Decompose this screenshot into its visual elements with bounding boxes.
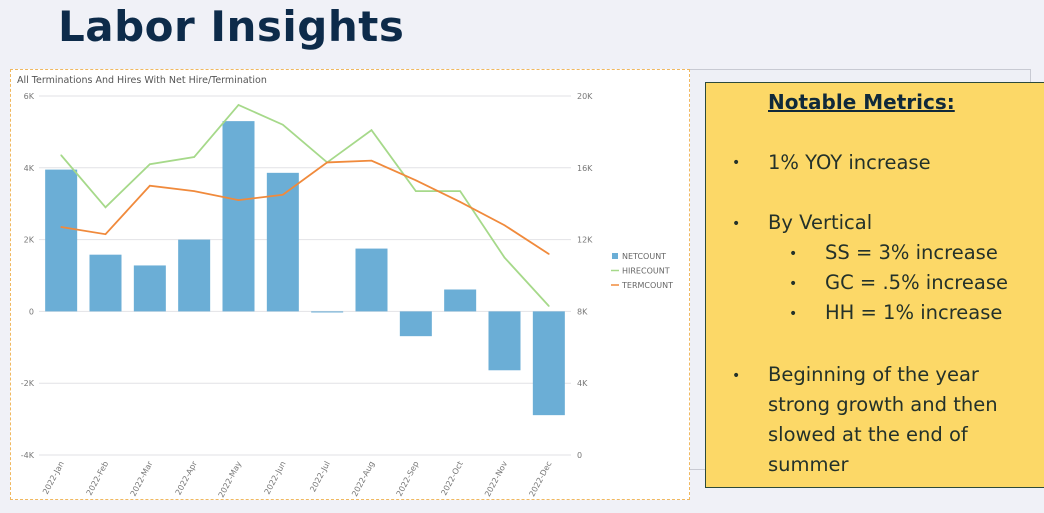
termcount-point — [193, 190, 195, 192]
left-tick-label: -4K — [21, 451, 35, 460]
text-line: summer — [768, 453, 849, 476]
x-tick-label: 2022-Mar — [129, 459, 155, 498]
hirecount-point — [104, 206, 107, 209]
right-tick-label: 20K — [577, 92, 593, 101]
text-line: strong growth and then — [768, 393, 998, 416]
text-line: slowed at the end of — [768, 423, 968, 446]
x-tick-label: 2022-Dec — [527, 460, 553, 498]
chart-title: All Terminations And Hires With Net Hire… — [17, 75, 267, 86]
netcount-bar — [532, 311, 565, 416]
bullet-icon: • — [789, 246, 798, 262]
legend-label: NETCOUNT — [622, 252, 666, 261]
netcount-bar — [399, 311, 432, 337]
page-title: Labor Insights — [58, 2, 405, 51]
sub-bullet-hh: HH = 1% increase — [825, 301, 1003, 324]
bullet-icon: • — [732, 216, 741, 232]
bullet-icon: • — [789, 306, 798, 322]
hirecount-point — [237, 104, 240, 106]
x-tick-label: 2022-Apr — [174, 459, 200, 496]
hirecount-point — [60, 154, 62, 157]
termcount-point — [237, 199, 240, 201]
bullet-icon: • — [789, 276, 798, 292]
x-tick-label: 2022-Jul — [308, 460, 332, 494]
x-tick-label: 2022-Feb — [85, 460, 111, 497]
netcount-bar — [355, 248, 388, 312]
left-tick-label: -2K — [21, 379, 35, 388]
legend-label: TERMCOUNT — [621, 281, 673, 290]
termcount-point — [104, 233, 107, 236]
bullet-by-vertical: By Vertical — [768, 211, 873, 234]
netcount-bar — [488, 311, 521, 371]
hirecount-point — [193, 156, 195, 158]
termcount-point — [60, 226, 62, 228]
x-tick-label: 2022-Aug — [350, 460, 376, 498]
x-tick-label: 2022-Nov — [483, 459, 509, 498]
termcount-point — [370, 159, 373, 162]
termcount-point — [548, 253, 550, 255]
netcount-bar — [178, 239, 211, 312]
netcount-bar — [222, 121, 255, 312]
left-tick-label: 4K — [24, 164, 35, 173]
sub-bullet-gc: GC = .5% increase — [825, 271, 1008, 294]
legend-label: HIRECOUNT — [622, 267, 670, 276]
termcount-point — [282, 193, 284, 196]
netcount-bar — [89, 254, 122, 312]
bullet-icon: • — [732, 368, 741, 384]
legend-swatch-netcount — [612, 253, 618, 259]
left-tick-label: 0 — [29, 307, 34, 316]
bullet-yoy: 1% YOY increase — [768, 151, 931, 174]
netcount-bar — [311, 311, 344, 313]
x-tick-label: 2022-Jan — [41, 460, 66, 496]
left-tick-label: 2K — [24, 236, 35, 245]
termcount-point — [503, 224, 506, 227]
sub-bullet-ss: SS = 3% increase — [825, 241, 998, 264]
x-tick-label: 2022-Jun — [263, 460, 288, 496]
x-tick-label: 2022-Oct — [439, 460, 464, 497]
bullet-icon: • — [732, 155, 741, 171]
notable-metrics-box: Notable Metrics: • 1% YOY increase • By … — [705, 82, 1044, 488]
hirecount-point — [370, 129, 373, 131]
chart-panel[interactable]: All Terminations And Hires With Net Hire… — [10, 69, 690, 500]
combo-chart: All Terminations And Hires With Net Hire… — [17, 75, 673, 499]
left-tick-label: 6K — [24, 92, 35, 101]
right-tick-label: 4K — [577, 379, 588, 388]
netcount-bar — [45, 169, 78, 312]
text-line: Beginning of the year — [768, 363, 979, 386]
right-tick-label: 16K — [577, 164, 593, 173]
termcount-point — [326, 161, 328, 164]
termcount-point — [459, 201, 461, 203]
right-tick-label: 12K — [577, 236, 593, 245]
hirecount-point — [149, 163, 151, 166]
right-tick-label: 8K — [577, 307, 588, 316]
hirecount-point — [459, 190, 461, 192]
hirecount-point — [415, 190, 417, 192]
termcount-line — [61, 159, 550, 255]
right-tick-label: 0 — [577, 451, 582, 460]
termcount-point — [149, 184, 151, 187]
x-tick-label: 2022-May — [217, 459, 244, 499]
hirecount-line — [60, 103, 550, 307]
x-tick-label: 2022-Sep — [395, 460, 421, 498]
hirecount-point — [282, 123, 284, 126]
termcount-point — [415, 179, 417, 182]
bullet-growth: Beginning of the year strong growth and … — [768, 360, 1038, 480]
netcount-bar — [444, 289, 477, 312]
netcount-bar — [133, 265, 166, 312]
hirecount-point — [548, 305, 550, 307]
notes-heading: Notable Metrics: — [768, 90, 955, 114]
hirecount-point — [503, 256, 506, 259]
